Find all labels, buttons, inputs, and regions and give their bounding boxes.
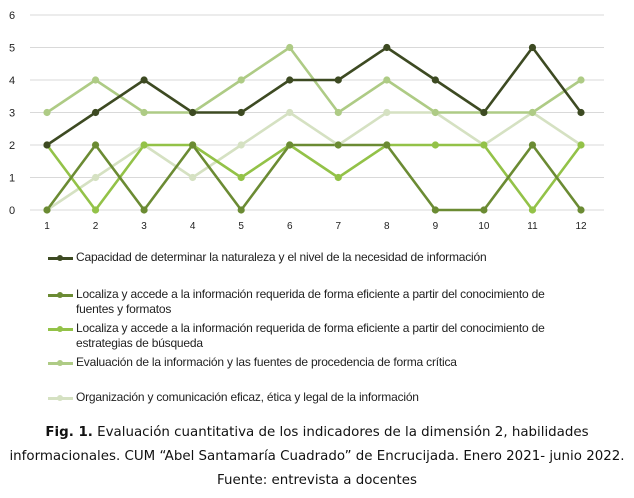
data-point (189, 108, 197, 117)
x-axis-tick-labels: 1 2 3 4 5 6 7 8 9 10 11 12 (44, 221, 587, 232)
legend-label: Evaluación de la información y las fuent… (76, 355, 457, 369)
figure-caption-line-1: Fig. 1. Evaluación cuantitativa de los i… (0, 421, 634, 445)
x-tick-label: 9 (433, 221, 439, 232)
data-point (480, 141, 488, 149)
legend-swatch-organizacion (48, 392, 73, 404)
data-point (286, 43, 294, 52)
series-line-5 (46, 111, 582, 212)
series-lines (45, 46, 583, 212)
data-point (286, 141, 294, 149)
series-line-2 (45, 143, 583, 212)
legend-label: Organización y comunicación eficaz, étic… (76, 390, 419, 404)
legend-swatch-fuentes (48, 289, 73, 301)
x-tick-label: 3 (141, 221, 147, 232)
data-point (431, 108, 439, 117)
data-point (528, 206, 537, 214)
data-point (480, 206, 488, 214)
data-point (189, 173, 197, 182)
x-tick-label: 6 (287, 221, 293, 232)
data-point (189, 141, 197, 149)
data-point (431, 76, 439, 84)
data-point (140, 206, 148, 214)
x-tick-label: 1 (44, 221, 50, 232)
data-point (43, 141, 51, 149)
figure-label: Fig. 1. (45, 425, 93, 440)
data-point (237, 141, 245, 149)
data-point (91, 173, 100, 182)
data-point (334, 141, 342, 149)
x-tick-label: 12 (575, 221, 587, 232)
data-point (140, 108, 148, 117)
legend-item-organizacion: Organización y comunicación eficaz, étic… (48, 390, 576, 405)
x-tick-label: 10 (478, 221, 490, 232)
data-point (480, 108, 488, 117)
data-point (43, 108, 51, 117)
data-point (237, 173, 245, 182)
data-point (334, 173, 342, 182)
data-point (43, 206, 51, 214)
figure-caption-line-2: informacionales. CUM “Abel Santamaría Cu… (9, 449, 625, 464)
data-point (431, 141, 439, 149)
data-point (334, 76, 342, 84)
data-point (140, 141, 148, 149)
caption-text: Evaluación cuantitativa de los indicador… (97, 425, 589, 440)
legend-label: Localiza y accede a la información reque… (76, 321, 545, 350)
y-tick-label: 2 (9, 140, 15, 152)
data-point (528, 141, 537, 149)
legend-item-fuentes: Localiza y accede a la información reque… (48, 287, 576, 317)
series-points (43, 43, 585, 214)
data-point (431, 206, 439, 214)
x-tick-label: 2 (93, 221, 99, 232)
data-point (237, 206, 245, 214)
data-point (383, 108, 391, 117)
y-tick-label: 4 (9, 75, 15, 87)
data-point (286, 76, 294, 84)
legend-item-capacidad: Capacidad de determinar la naturaleza y … (48, 250, 576, 265)
x-tick-label: 5 (238, 221, 244, 232)
legend-swatch-capacidad (48, 252, 73, 264)
y-tick-label: 1 (9, 173, 15, 185)
data-point (91, 76, 100, 84)
x-tick-label: 7 (335, 221, 341, 232)
x-tick-label: 4 (190, 221, 196, 232)
legend-label: Localiza y accede a la información reque… (76, 287, 545, 316)
x-tick-label: 8 (384, 221, 390, 232)
y-tick-label: 6 (9, 10, 15, 22)
data-point (91, 141, 100, 149)
legend-swatch-estrategias (48, 323, 73, 335)
x-tick-label: 11 (527, 221, 538, 232)
y-tick-label: 5 (9, 43, 15, 55)
data-point (383, 76, 391, 84)
figure-caption-source: Fuente: entrevista a docentes (217, 473, 417, 488)
series-line-3 (45, 143, 583, 212)
data-point (237, 76, 245, 84)
legend-label: Capacidad de determinar la naturaleza y … (76, 250, 487, 264)
legend-swatch-evaluacion (48, 357, 73, 369)
data-point (528, 108, 537, 117)
y-axis-tick-labels: 0 1 2 3 4 5 6 (9, 10, 15, 217)
data-point (577, 141, 585, 149)
data-point (91, 206, 100, 214)
y-tick-label: 0 (9, 205, 15, 217)
legend-item-estrategias: Localiza y accede a la información reque… (48, 321, 576, 351)
data-point (334, 108, 342, 117)
data-point (237, 108, 245, 117)
series-line-1 (46, 46, 583, 147)
data-point (577, 108, 585, 117)
data-point (577, 76, 585, 84)
data-point (577, 206, 585, 214)
data-point (383, 141, 391, 149)
data-point (528, 43, 537, 52)
data-point (140, 76, 148, 84)
data-point (383, 43, 391, 52)
y-tick-label: 3 (9, 108, 15, 120)
data-point (286, 108, 294, 117)
data-point (91, 108, 100, 117)
legend-item-evaluacion: Evaluación de la información y las fuent… (48, 355, 576, 370)
